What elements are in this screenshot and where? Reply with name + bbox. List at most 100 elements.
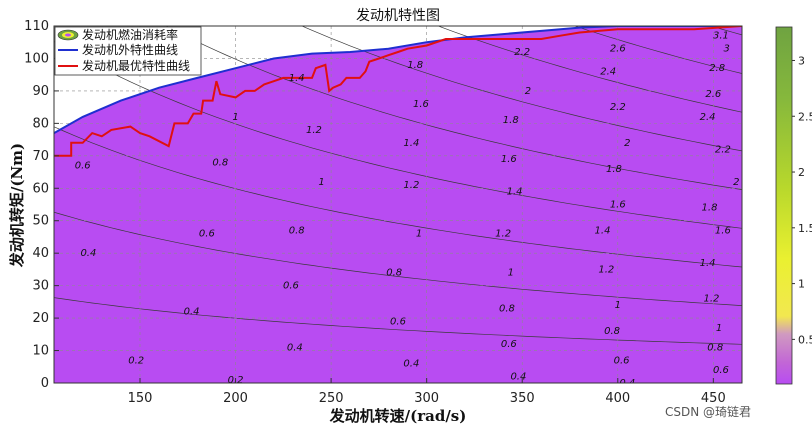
grid-lines bbox=[54, 26, 742, 383]
contour-labels: 0.20.20.40.40.40.40.40.40.60.60.60.60.60… bbox=[75, 31, 740, 389]
contour-label: 1.2 bbox=[403, 180, 419, 191]
colorbar-tick-label: 3 bbox=[798, 54, 805, 67]
contour-label: 2 bbox=[624, 138, 630, 149]
x-axis-ticks: 150 200 250 300 350 400 450 bbox=[128, 378, 726, 406]
contour-label: 2 bbox=[733, 177, 739, 188]
contour-label: 2.6 bbox=[610, 44, 626, 55]
y-axis-ticks: 0 10 20 30 40 50 60 70 80 90 100 110 bbox=[24, 19, 59, 391]
contour-label: 0.6 bbox=[390, 316, 406, 327]
legend-box bbox=[54, 26, 202, 76]
contour-label: 0.4 bbox=[619, 378, 635, 389]
contour-label: 2 bbox=[525, 86, 531, 97]
y-tick-label: 90 bbox=[32, 84, 49, 99]
contour-label: 1.2 bbox=[703, 294, 719, 305]
colorbar-tick-label: 2 bbox=[798, 166, 805, 179]
contour-label: 1.6 bbox=[501, 154, 517, 165]
y-tick-label: 10 bbox=[32, 344, 49, 359]
y-tick-label: 20 bbox=[32, 311, 49, 326]
contour-label: 1.2 bbox=[495, 229, 511, 240]
contour-line bbox=[301, 26, 742, 152]
colorbar-tick-label: 1 bbox=[798, 278, 805, 291]
contour-label: 1.6 bbox=[413, 99, 429, 110]
contour-label: 0.6 bbox=[713, 365, 729, 376]
contour-label: 1.8 bbox=[702, 203, 718, 214]
contour-label: 1.2 bbox=[306, 125, 322, 136]
legend-item-fuel: 发动机燃油消耗率 bbox=[82, 27, 178, 42]
contour-label: 0.4 bbox=[403, 359, 419, 370]
contour-label: 2.2 bbox=[514, 47, 530, 58]
contour-label: 1 bbox=[232, 112, 238, 123]
y-tick-label: 60 bbox=[32, 181, 49, 196]
contour-line bbox=[54, 211, 742, 306]
contour-label: 2.2 bbox=[610, 102, 626, 113]
contour-label: 1 bbox=[716, 323, 722, 334]
contour-label: 0.8 bbox=[212, 157, 228, 168]
contour-label: 1.2 bbox=[598, 264, 614, 275]
x-tick-label: 350 bbox=[510, 391, 535, 406]
contour-label: 1.6 bbox=[610, 200, 626, 211]
x-tick-label: 300 bbox=[414, 391, 439, 406]
colorbar: 0.5 1 1.5 2 2.5 3 bbox=[775, 26, 812, 385]
contour-label: 3 bbox=[724, 44, 730, 55]
x-tick-label: 200 bbox=[223, 391, 248, 406]
plot-frame bbox=[53, 25, 743, 384]
x-tick-label: 400 bbox=[605, 391, 630, 406]
contour-label: 0.2 bbox=[128, 355, 144, 366]
x-tick-label: 250 bbox=[319, 391, 344, 406]
contour-label: 0.6 bbox=[501, 339, 517, 350]
watermark: CSDN @琦链君 bbox=[665, 404, 751, 419]
contour-label: 0.4 bbox=[184, 307, 200, 318]
contour-label: 1.8 bbox=[503, 115, 519, 126]
colorbar-gradient bbox=[775, 26, 793, 385]
y-tick-label: 80 bbox=[32, 116, 49, 131]
contour-label: 0.8 bbox=[499, 303, 515, 314]
contour-label: 1.4 bbox=[700, 258, 716, 269]
colorbar-tick-label: 2.5 bbox=[798, 110, 812, 123]
chart-title: 发动机特性图 bbox=[356, 8, 440, 24]
contour-label: 0.6 bbox=[199, 229, 215, 240]
contour-line bbox=[437, 26, 742, 113]
above-external-mask bbox=[54, 26, 742, 134]
y-tick-label: 110 bbox=[24, 19, 49, 34]
x-tick-label: 450 bbox=[701, 391, 726, 406]
contour-label: 1.8 bbox=[407, 60, 423, 71]
contour-label: 2.8 bbox=[709, 63, 725, 74]
contour-label: 1 bbox=[615, 300, 621, 311]
optimal-characteristic-curve bbox=[54, 26, 742, 157]
contour-label: 2.4 bbox=[700, 112, 716, 123]
contour-label: 1.6 bbox=[715, 225, 731, 236]
legend-item-optimal: 发动机最优特性曲线 bbox=[82, 58, 190, 73]
contour-label: 0.4 bbox=[510, 372, 526, 383]
y-tick-label: 40 bbox=[32, 246, 49, 261]
contour-label: 2.6 bbox=[705, 89, 721, 100]
legend-swatch-fuel-icon bbox=[57, 29, 79, 41]
contour-label: 0.8 bbox=[604, 326, 620, 337]
contour-label: 1 bbox=[416, 229, 422, 240]
contour-label: 2.2 bbox=[715, 144, 731, 155]
contour-line bbox=[573, 26, 742, 74]
contour-label: 1.4 bbox=[595, 225, 611, 236]
contour-label: 0.6 bbox=[75, 161, 91, 172]
contour-label: 1 bbox=[318, 177, 324, 188]
x-axis-label: 发动机转速/(rad/s) bbox=[329, 407, 467, 425]
contour-label: 0.8 bbox=[386, 268, 402, 279]
contour-label: 0.4 bbox=[80, 248, 96, 259]
contour-label: 1 bbox=[508, 268, 514, 279]
external-characteristic-curve bbox=[54, 26, 742, 134]
contour-label: 1.8 bbox=[606, 164, 622, 175]
contour-label: 0.6 bbox=[614, 355, 630, 366]
y-tick-label: 50 bbox=[32, 214, 49, 229]
legend-item-external: 发动机外特性曲线 bbox=[82, 42, 178, 57]
y-tick-label: 100 bbox=[24, 51, 49, 66]
contour-label: 0.4 bbox=[287, 342, 303, 353]
contour-label: 0.6 bbox=[283, 281, 299, 292]
y-tick-label: 70 bbox=[32, 149, 49, 164]
contour-label: 0.8 bbox=[707, 342, 723, 353]
plot-area: 0.20.20.40.40.40.40.40.40.60.60.60.60.60… bbox=[54, 26, 742, 389]
x-tick-label: 150 bbox=[128, 391, 153, 406]
contour-label: 3.1 bbox=[713, 31, 729, 42]
colorbar-tick-label: 1.5 bbox=[798, 222, 812, 235]
contour-label: 1.4 bbox=[507, 187, 523, 198]
y-tick-label: 0 bbox=[41, 376, 49, 391]
